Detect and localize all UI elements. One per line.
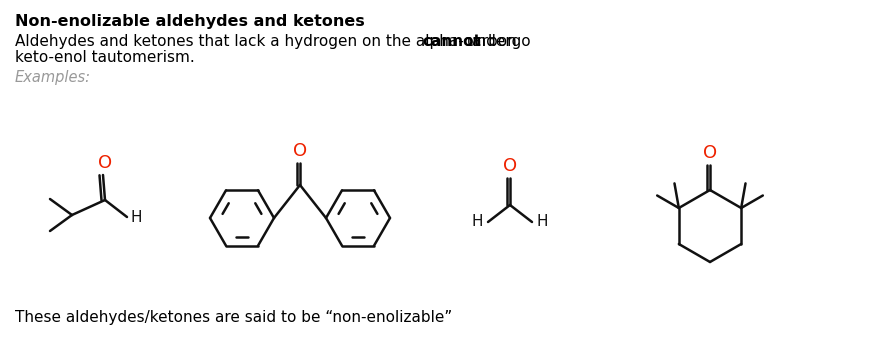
Text: O: O	[293, 142, 307, 160]
Text: O: O	[703, 144, 717, 162]
Text: Non-enolizable aldehydes and ketones: Non-enolizable aldehydes and ketones	[15, 14, 364, 29]
Text: keto-enol tautomerism.: keto-enol tautomerism.	[15, 50, 194, 65]
Text: H: H	[472, 214, 483, 229]
Text: undergo: undergo	[462, 34, 531, 49]
Text: These aldehydes/ketones are said to be “non-enolizable”: These aldehydes/ketones are said to be “…	[15, 310, 452, 325]
Text: H: H	[131, 210, 143, 224]
Text: O: O	[98, 154, 112, 172]
Text: O: O	[503, 157, 517, 175]
Text: Examples:: Examples:	[15, 70, 91, 85]
Text: H: H	[537, 214, 548, 229]
Text: cannot: cannot	[422, 34, 481, 49]
Text: Aldehydes and ketones that lack a hydrogen on the alpha-carbon: Aldehydes and ketones that lack a hydrog…	[15, 34, 522, 49]
